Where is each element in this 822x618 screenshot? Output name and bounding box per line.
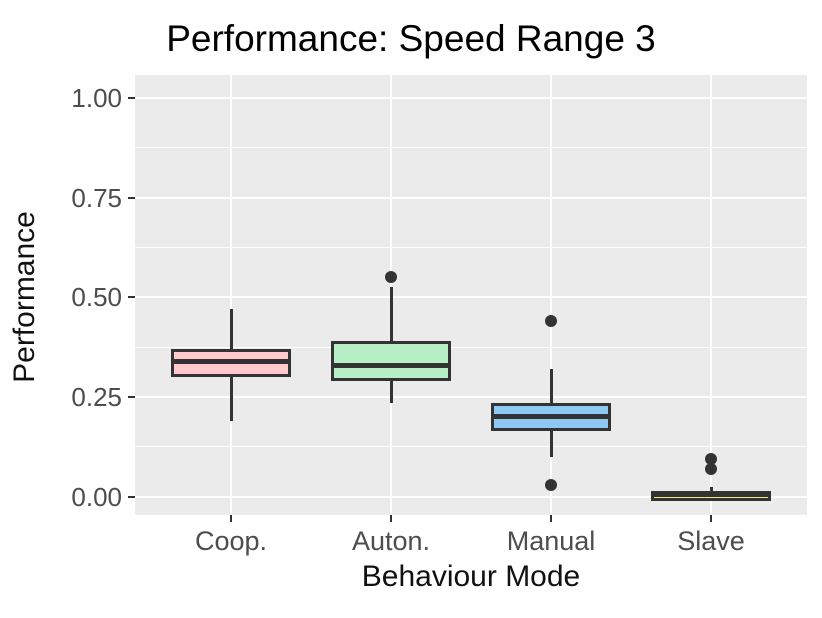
y-axis-tick <box>128 396 135 399</box>
y-axis-tick <box>128 196 135 199</box>
x-axis-tick <box>710 515 712 522</box>
y-tick-label: 0.00 <box>71 481 122 512</box>
whisker-upper <box>389 287 393 342</box>
minor-gridline <box>135 247 807 249</box>
median-line <box>171 358 291 364</box>
median-line <box>331 362 451 368</box>
whisker-upper <box>549 369 553 403</box>
major-gridline <box>135 495 807 498</box>
outlier-dot <box>545 315 557 328</box>
x-tick-label: Coop. <box>194 526 268 556</box>
major-gridline <box>135 97 807 100</box>
outlier-dot <box>705 452 717 465</box>
plot-panel <box>135 75 807 515</box>
y-tick-label: 0.25 <box>71 382 122 413</box>
y-axis-tick <box>128 495 135 498</box>
outlier-dot <box>705 462 717 475</box>
vertical-gridline <box>710 75 712 515</box>
major-gridline <box>135 196 807 199</box>
minor-gridline <box>135 346 807 348</box>
outlier-dot <box>545 478 557 491</box>
y-tick-label: 0.75 <box>71 182 122 213</box>
major-gridline <box>135 396 807 399</box>
y-tick-label: 1.00 <box>71 83 122 114</box>
boxplot-box <box>331 341 451 382</box>
x-tick-label: Auton. <box>351 526 431 556</box>
minor-gridline <box>135 446 807 448</box>
x-axis-tick <box>550 515 552 522</box>
x-axis-tick <box>230 515 232 522</box>
whisker-lower <box>549 430 553 457</box>
whisker-lower <box>229 377 233 421</box>
whisker-upper <box>709 486 713 491</box>
median-line <box>651 492 771 498</box>
x-tick-label: Manual <box>506 526 596 556</box>
y-axis-tick <box>128 97 135 100</box>
whisker-lower <box>389 381 393 403</box>
whisker-upper <box>229 309 233 350</box>
y-tick-label: 0.50 <box>71 282 122 313</box>
major-gridline <box>135 296 807 299</box>
minor-gridline <box>135 147 807 149</box>
outlier-dot <box>385 271 397 284</box>
plot-title: Performance: Speed Range 3 <box>166 18 656 59</box>
median-line <box>491 414 611 420</box>
y-axis-tick <box>128 296 135 299</box>
x-tick-label: Slave <box>677 526 745 556</box>
x-axis-tick <box>390 515 392 522</box>
x-axis-title: Behaviour Mode <box>361 560 581 593</box>
vertical-gridline <box>550 75 552 515</box>
vertical-gridline <box>230 75 232 515</box>
